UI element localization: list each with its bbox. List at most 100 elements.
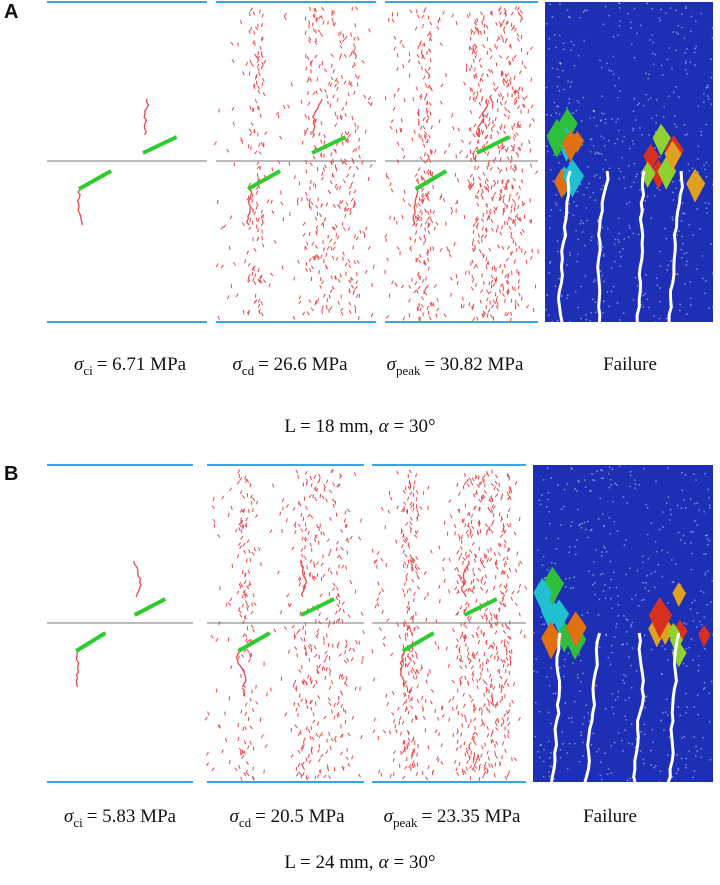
crack: [242, 668, 246, 672]
crack: [416, 514, 419, 520]
crack: [333, 715, 336, 720]
fracture: [556, 170, 572, 323]
crack: [239, 490, 243, 495]
value: = 26.6 MPa: [258, 354, 348, 375]
crack: [495, 701, 498, 706]
crack: [240, 776, 243, 781]
crack: [297, 577, 301, 583]
crack: [476, 165, 480, 170]
particle: [611, 693, 614, 695]
crack: [515, 192, 519, 196]
particle: [610, 597, 612, 600]
particle: [635, 670, 638, 672]
crack: [323, 140, 326, 145]
particle: [631, 687, 633, 689]
crack: [356, 271, 358, 277]
particle: [599, 176, 601, 179]
crack: [316, 632, 320, 637]
particle: [571, 716, 573, 719]
crack: [341, 765, 344, 770]
crack: [341, 733, 344, 738]
particle: [684, 283, 686, 285]
crack: [472, 756, 475, 761]
crack: [441, 706, 444, 711]
crack: [481, 226, 484, 231]
crack: [297, 474, 300, 479]
particle: [628, 165, 630, 167]
crack: [510, 489, 512, 494]
particle: [538, 499, 540, 502]
particle: [654, 570, 657, 573]
crack: [425, 92, 428, 98]
crack: [311, 577, 315, 581]
crack: [342, 226, 346, 231]
crack: [506, 245, 510, 250]
particle: [638, 605, 640, 607]
particle: [599, 497, 601, 500]
crack: [472, 567, 474, 572]
crack: [329, 548, 332, 553]
crack: [509, 495, 512, 500]
crack: [250, 624, 254, 629]
crack: [472, 578, 475, 583]
particle: [703, 101, 705, 104]
particle: [587, 520, 589, 523]
crack: [412, 507, 415, 512]
crack: [309, 735, 312, 740]
particle: [601, 217, 603, 220]
crack: [207, 711, 210, 716]
crack: [412, 485, 415, 490]
particle: [655, 114, 658, 117]
particle: [686, 133, 689, 136]
crack: [310, 706, 313, 711]
crack: [509, 311, 513, 316]
crack: [486, 698, 490, 703]
particle: [575, 490, 578, 492]
crack: [331, 285, 335, 290]
crack: [318, 663, 321, 668]
crack: [334, 77, 338, 82]
particle: [695, 268, 698, 270]
crack: [462, 692, 465, 697]
crack: [440, 83, 444, 88]
particle: [546, 294, 549, 296]
crack: [506, 220, 509, 226]
particle: [655, 98, 658, 101]
crack: [316, 254, 320, 259]
crack: [508, 567, 512, 572]
crack: [411, 578, 414, 583]
crack: [287, 649, 290, 654]
crack: [409, 236, 412, 241]
crack: [498, 54, 503, 59]
particle: [712, 306, 714, 308]
crack: [316, 255, 319, 261]
crack: [455, 746, 459, 751]
crack: [524, 585, 528, 590]
crack: [217, 724, 221, 729]
particle: [645, 274, 647, 276]
crack: [328, 701, 332, 706]
crack: [467, 619, 471, 624]
crack: [354, 686, 357, 691]
crack: [328, 685, 332, 690]
crack: [419, 307, 422, 312]
particle: [578, 653, 581, 656]
crack: [257, 85, 260, 90]
particle: [550, 562, 553, 564]
fracture: [583, 632, 602, 783]
crack: [482, 564, 486, 569]
value: = 20.5 MPa: [255, 806, 345, 827]
crack: [403, 98, 406, 103]
crack: [409, 526, 413, 531]
particle: [547, 740, 550, 743]
crack: [480, 672, 482, 677]
crack: [427, 32, 431, 37]
crack: [415, 570, 418, 575]
particle: [604, 122, 607, 124]
crack: [491, 504, 495, 509]
particle: [638, 484, 640, 486]
crack: [328, 489, 333, 494]
particle: [646, 507, 649, 509]
crack: [500, 571, 504, 576]
crack: [475, 263, 478, 268]
